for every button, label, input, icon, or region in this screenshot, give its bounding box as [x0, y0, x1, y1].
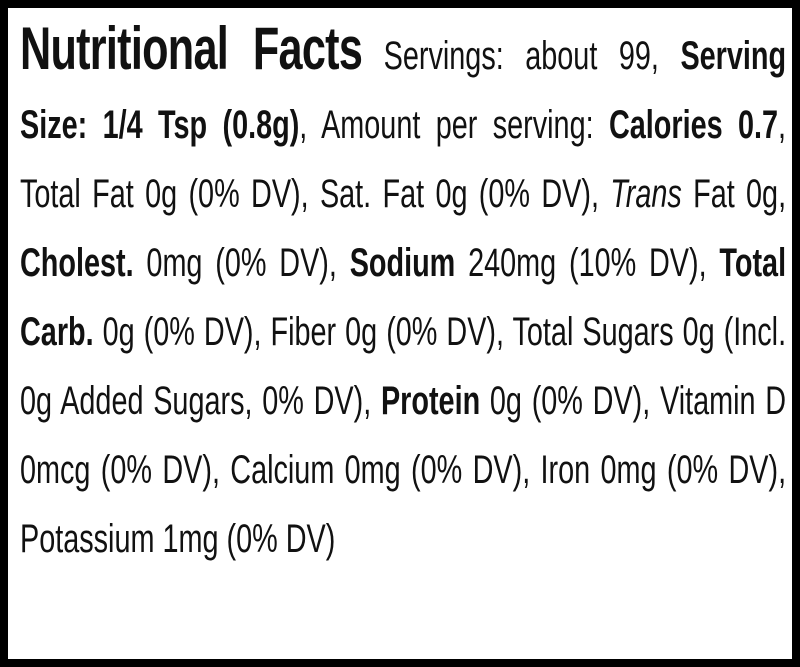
label-run: Calories 0.7	[608, 103, 779, 147]
label-run: Cholest.	[20, 241, 134, 285]
label-run: Sodium	[349, 241, 456, 285]
label-run: 0g (0% DV), Fiber 0g (0% DV), Total Suga…	[20, 310, 787, 423]
label-run: 0g (0% DV), Vitamin D 0mcg (0% DV), Calc…	[20, 379, 787, 561]
label-run: 240mg (10% DV),	[455, 241, 720, 285]
label-run: Fat 0g,	[681, 172, 787, 216]
label-run: Servings: about 99,	[362, 34, 681, 78]
label-run: Protein	[380, 379, 481, 423]
label-run: , Amount per serving:	[299, 103, 609, 147]
label-run: Serving Size: 1/4 Tsp (0.8g)	[20, 34, 787, 147]
label-run: 0mg (0% DV),	[133, 241, 350, 285]
label-run: Trans	[610, 172, 682, 216]
label-title: Nutritional Facts	[20, 15, 363, 82]
label-run: , Total Fat 0g (0% DV), Sat. Fat 0g (0% …	[20, 103, 787, 216]
label-run: Total Carb.	[20, 241, 787, 354]
label-text: Nutritional Facts Servings: about 99, Se…	[20, 14, 786, 574]
